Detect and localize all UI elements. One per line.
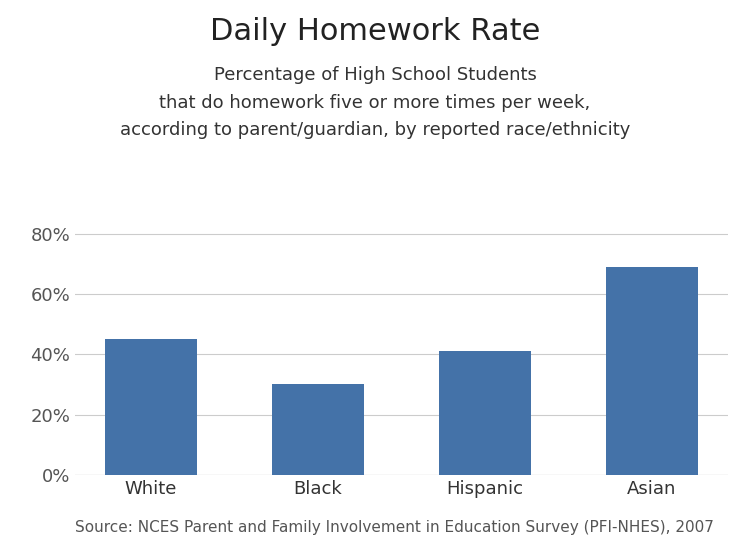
Text: Daily Homework Rate: Daily Homework Rate	[210, 17, 540, 46]
Text: according to parent/guardian, by reported race/ethnicity: according to parent/guardian, by reporte…	[120, 121, 630, 140]
Bar	[606, 267, 698, 475]
Bar	[439, 351, 531, 475]
Text: Source: NCES Parent and Family Involvement in Education Survey (PFI-NHES), 2007: Source: NCES Parent and Family Involveme…	[75, 521, 714, 535]
Bar	[105, 339, 196, 475]
Text: that do homework five or more times per week,: that do homework five or more times per …	[159, 94, 591, 112]
Text: Percentage of High School Students: Percentage of High School Students	[214, 66, 536, 84]
Bar	[272, 384, 364, 475]
